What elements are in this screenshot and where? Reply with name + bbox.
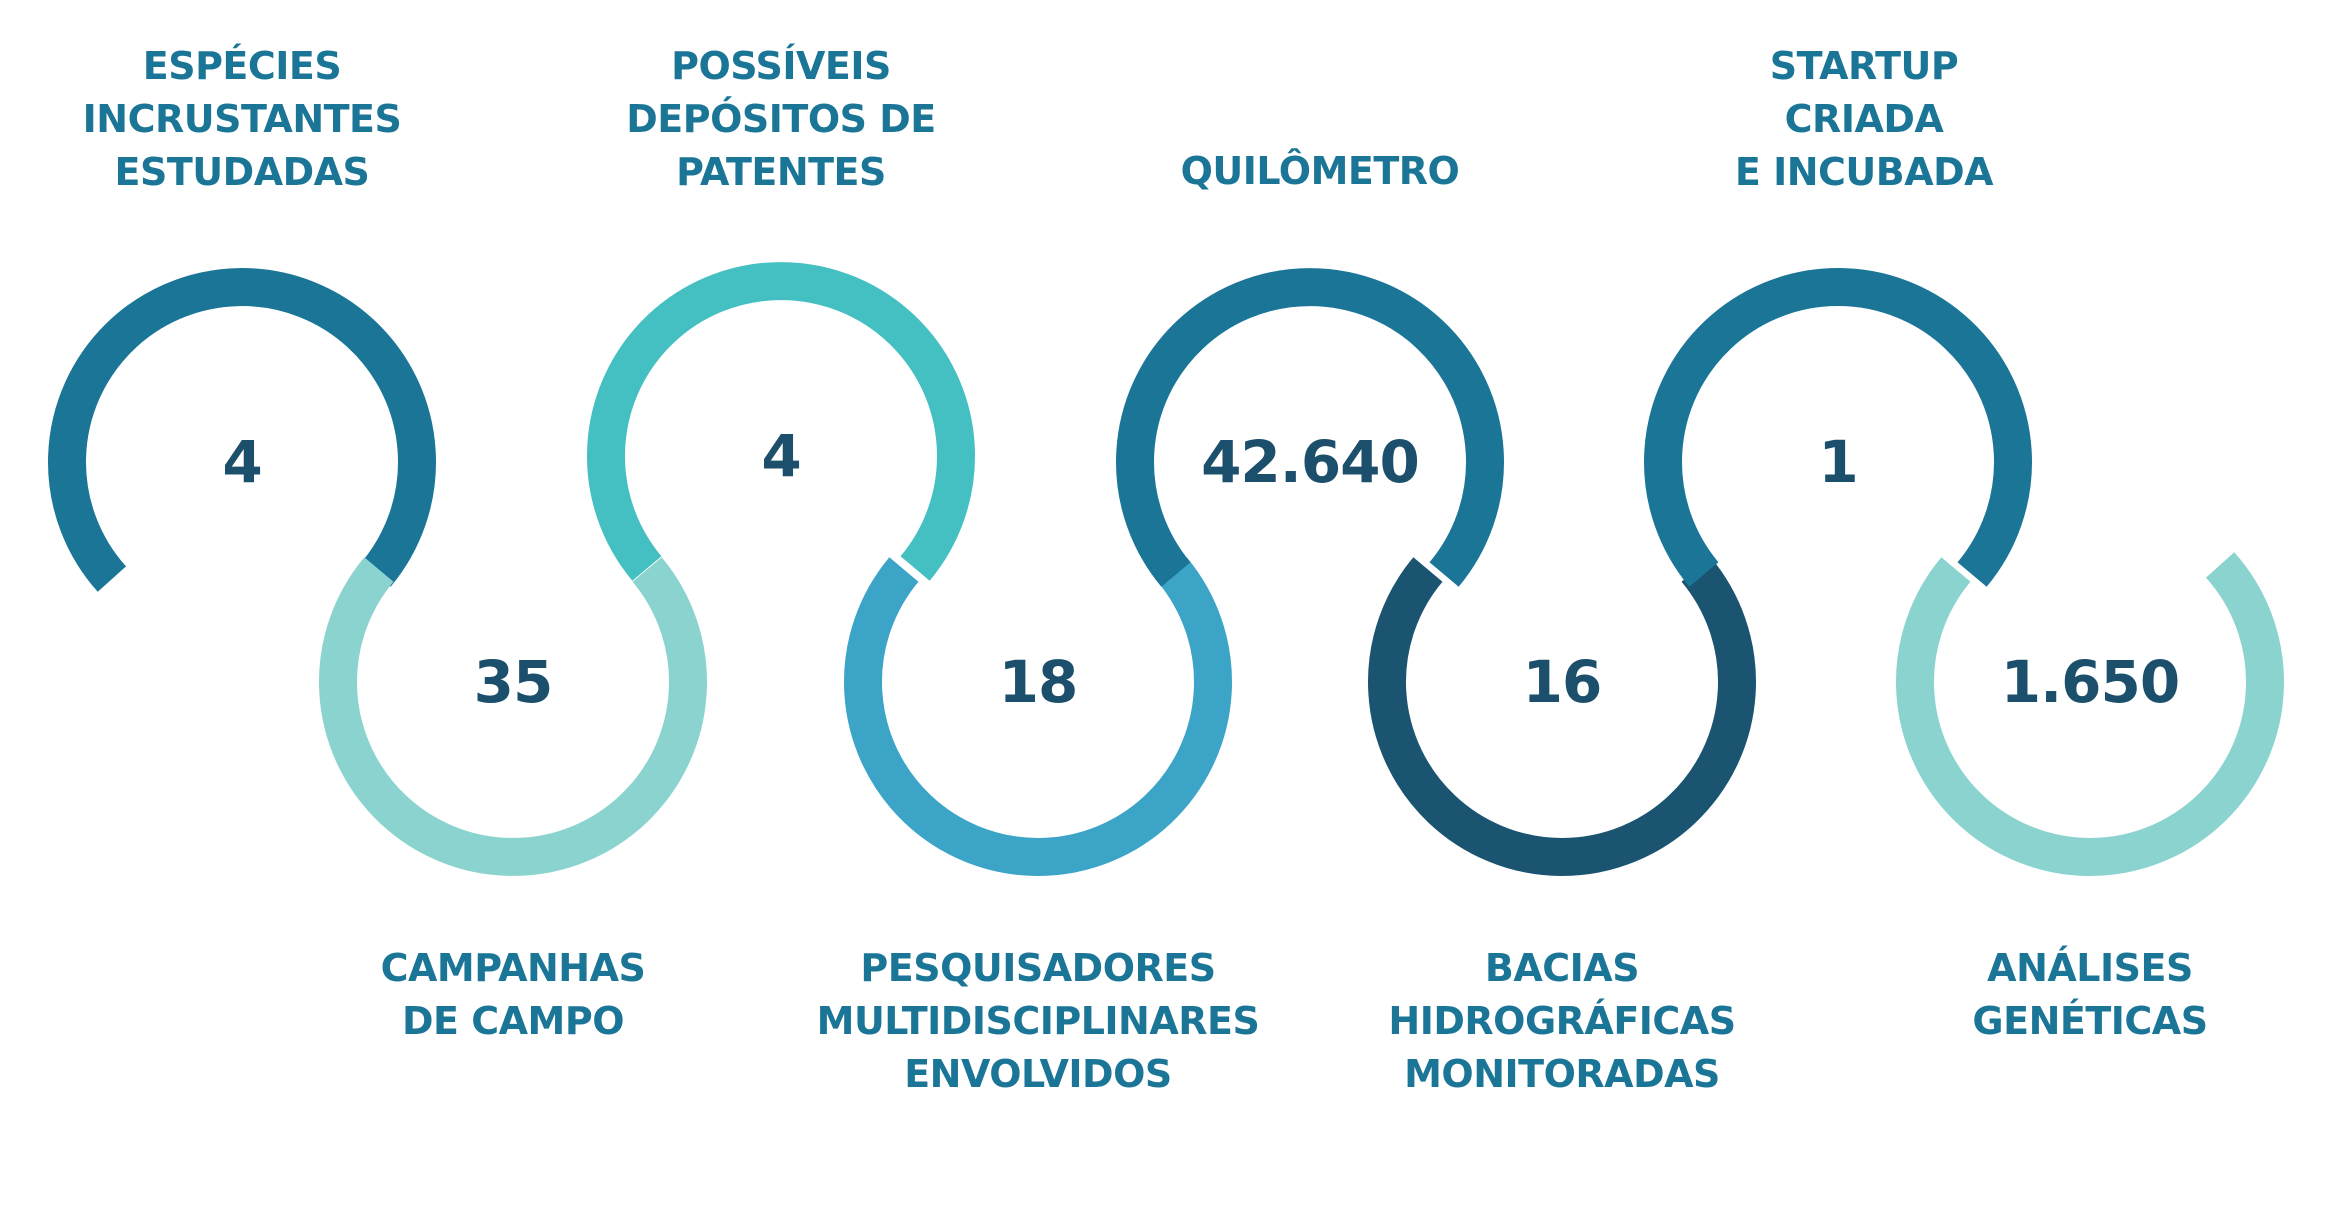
metric-label-quilometro: QUILÔMETRO xyxy=(1180,149,1460,193)
metric-value-quilometro: 42.640 xyxy=(1201,428,1419,496)
value-layer: 4 35 4 18 42.640 16 1 1.650 xyxy=(222,422,2180,716)
metric-value-analises: 1.650 xyxy=(2001,648,2179,716)
metric-label-pesquisadores: PESQUISADORES MULTIDISCIPLINARES ENVOLVI… xyxy=(816,946,1260,1096)
metric-label-analises: ANÁLISES GENÉTICAS xyxy=(1972,946,2208,1043)
metric-value-pesquisadores: 18 xyxy=(999,648,1078,716)
metric-value-startup: 1 xyxy=(1818,428,1857,496)
wave-arc-3 xyxy=(587,262,975,581)
wave-arc-4 xyxy=(844,557,1232,876)
metric-label-bacias: BACIAS HIDROGRÁFICAS MONITORADAS xyxy=(1388,946,1736,1096)
metric-value-patentes: 4 xyxy=(761,422,800,490)
metric-label-especies: ESPÉCIES INCRUSTANTES ESTUDADAS xyxy=(82,44,402,194)
wave-arc-1 xyxy=(48,268,436,592)
arc-layer xyxy=(48,262,2284,876)
metric-label-campanhas: CAMPANHAS DE CAMPO xyxy=(380,946,646,1043)
wave-arc-5 xyxy=(1116,268,1504,587)
metric-label-patentes: POSSÍVEIS DEPÓSITOS DE PATENTES xyxy=(626,44,936,194)
metric-label-startup: STARTUP CRIADA E INCUBADA xyxy=(1734,44,1994,194)
wave-arc-6 xyxy=(1368,557,1756,876)
wave-arc-8 xyxy=(1896,552,2284,876)
wave-arc-7 xyxy=(1644,268,2032,587)
metric-value-campanhas: 35 xyxy=(474,648,553,716)
metric-value-especies: 4 xyxy=(222,428,261,496)
metric-value-bacias: 16 xyxy=(1523,648,1602,716)
wave-arc-2 xyxy=(319,557,707,876)
